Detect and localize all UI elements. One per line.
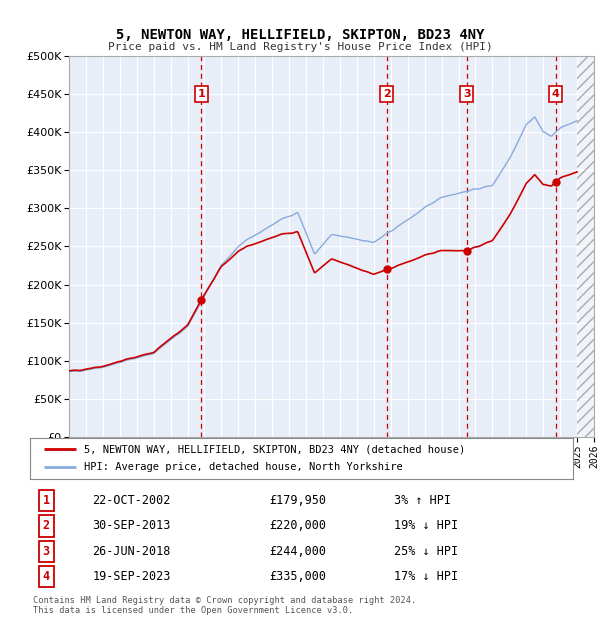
Text: 2: 2 xyxy=(383,89,391,99)
Text: HPI: Average price, detached house, North Yorkshire: HPI: Average price, detached house, Nort… xyxy=(85,463,403,472)
Text: 25% ↓ HPI: 25% ↓ HPI xyxy=(394,545,458,558)
Text: £335,000: £335,000 xyxy=(269,570,326,583)
Text: 30-SEP-2013: 30-SEP-2013 xyxy=(92,520,171,533)
Text: £220,000: £220,000 xyxy=(269,520,326,533)
Text: 1: 1 xyxy=(197,89,205,99)
Text: 19% ↓ HPI: 19% ↓ HPI xyxy=(394,520,458,533)
Text: Contains HM Land Registry data © Crown copyright and database right 2024.
This d: Contains HM Land Registry data © Crown c… xyxy=(33,596,416,615)
Text: 5, NEWTON WAY, HELLIFIELD, SKIPTON, BD23 4NY: 5, NEWTON WAY, HELLIFIELD, SKIPTON, BD23… xyxy=(116,28,484,42)
Text: 5, NEWTON WAY, HELLIFIELD, SKIPTON, BD23 4NY (detached house): 5, NEWTON WAY, HELLIFIELD, SKIPTON, BD23… xyxy=(85,444,466,454)
Text: 3: 3 xyxy=(463,89,470,99)
Text: 3% ↑ HPI: 3% ↑ HPI xyxy=(394,494,451,507)
Text: 22-OCT-2002: 22-OCT-2002 xyxy=(92,494,171,507)
Text: 17% ↓ HPI: 17% ↓ HPI xyxy=(394,570,458,583)
Text: £244,000: £244,000 xyxy=(269,545,326,558)
Bar xyxy=(577,56,594,437)
Text: 4: 4 xyxy=(43,570,50,583)
Text: 1: 1 xyxy=(43,494,50,507)
Text: 3: 3 xyxy=(43,545,50,558)
Text: 26-JUN-2018: 26-JUN-2018 xyxy=(92,545,171,558)
Text: 19-SEP-2023: 19-SEP-2023 xyxy=(92,570,171,583)
Text: 2: 2 xyxy=(43,520,50,533)
Text: 4: 4 xyxy=(551,89,559,99)
Text: Price paid vs. HM Land Registry's House Price Index (HPI): Price paid vs. HM Land Registry's House … xyxy=(107,42,493,52)
Text: £179,950: £179,950 xyxy=(269,494,326,507)
Bar xyxy=(577,56,594,437)
